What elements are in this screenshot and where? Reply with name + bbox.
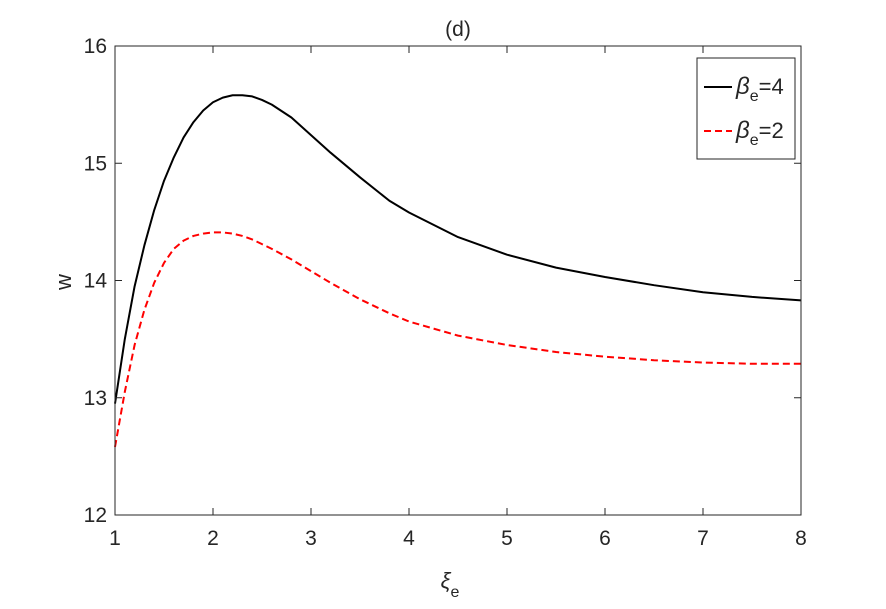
x-tick-label: 4 [403, 527, 415, 550]
x-axis-label-main: ξ [441, 568, 452, 593]
legend-label-beta-4-sub: e [750, 88, 759, 105]
legend-label-beta-2: βe=2 [735, 117, 784, 149]
y-tick-label: 15 [84, 152, 107, 175]
y-tick-label: 14 [84, 270, 108, 293]
x-tick-label: 3 [305, 527, 317, 550]
series-layer [114, 94, 802, 448]
x-tick-label: 7 [697, 527, 709, 550]
x-tick-label: 2 [207, 527, 219, 550]
y-axis-label: w [51, 274, 76, 291]
y-tick-label: 16 [84, 35, 107, 58]
chart-title: (d) [445, 18, 471, 41]
x-tick-label: 8 [795, 527, 807, 550]
series-line-beta-4 [114, 94, 802, 404]
series-line-beta-2 [114, 231, 801, 448]
x-tick-label: 5 [501, 527, 513, 550]
legend: βe=4 βe=2 [696, 57, 796, 160]
x-tick-label: 6 [599, 527, 611, 550]
legend-label-beta-4: βe=4 [735, 73, 784, 105]
y-tick-label: 12 [84, 504, 107, 527]
legend-label-beta-2-name: β [735, 117, 750, 144]
y-tick-label: 13 [84, 387, 107, 410]
legend-label-beta-2-sub: e [750, 132, 759, 149]
x-axis-label-sub: e [450, 584, 459, 601]
x-tick-label: 1 [109, 527, 121, 550]
legend-box [696, 57, 796, 160]
plot-background [115, 46, 801, 515]
legend-label-beta-4-suffix: =4 [759, 74, 784, 99]
legend-label-beta-2-suffix: =2 [759, 118, 784, 143]
x-axis-label: ξe [441, 568, 460, 601]
legend-label-beta-4-name: β [735, 73, 750, 100]
